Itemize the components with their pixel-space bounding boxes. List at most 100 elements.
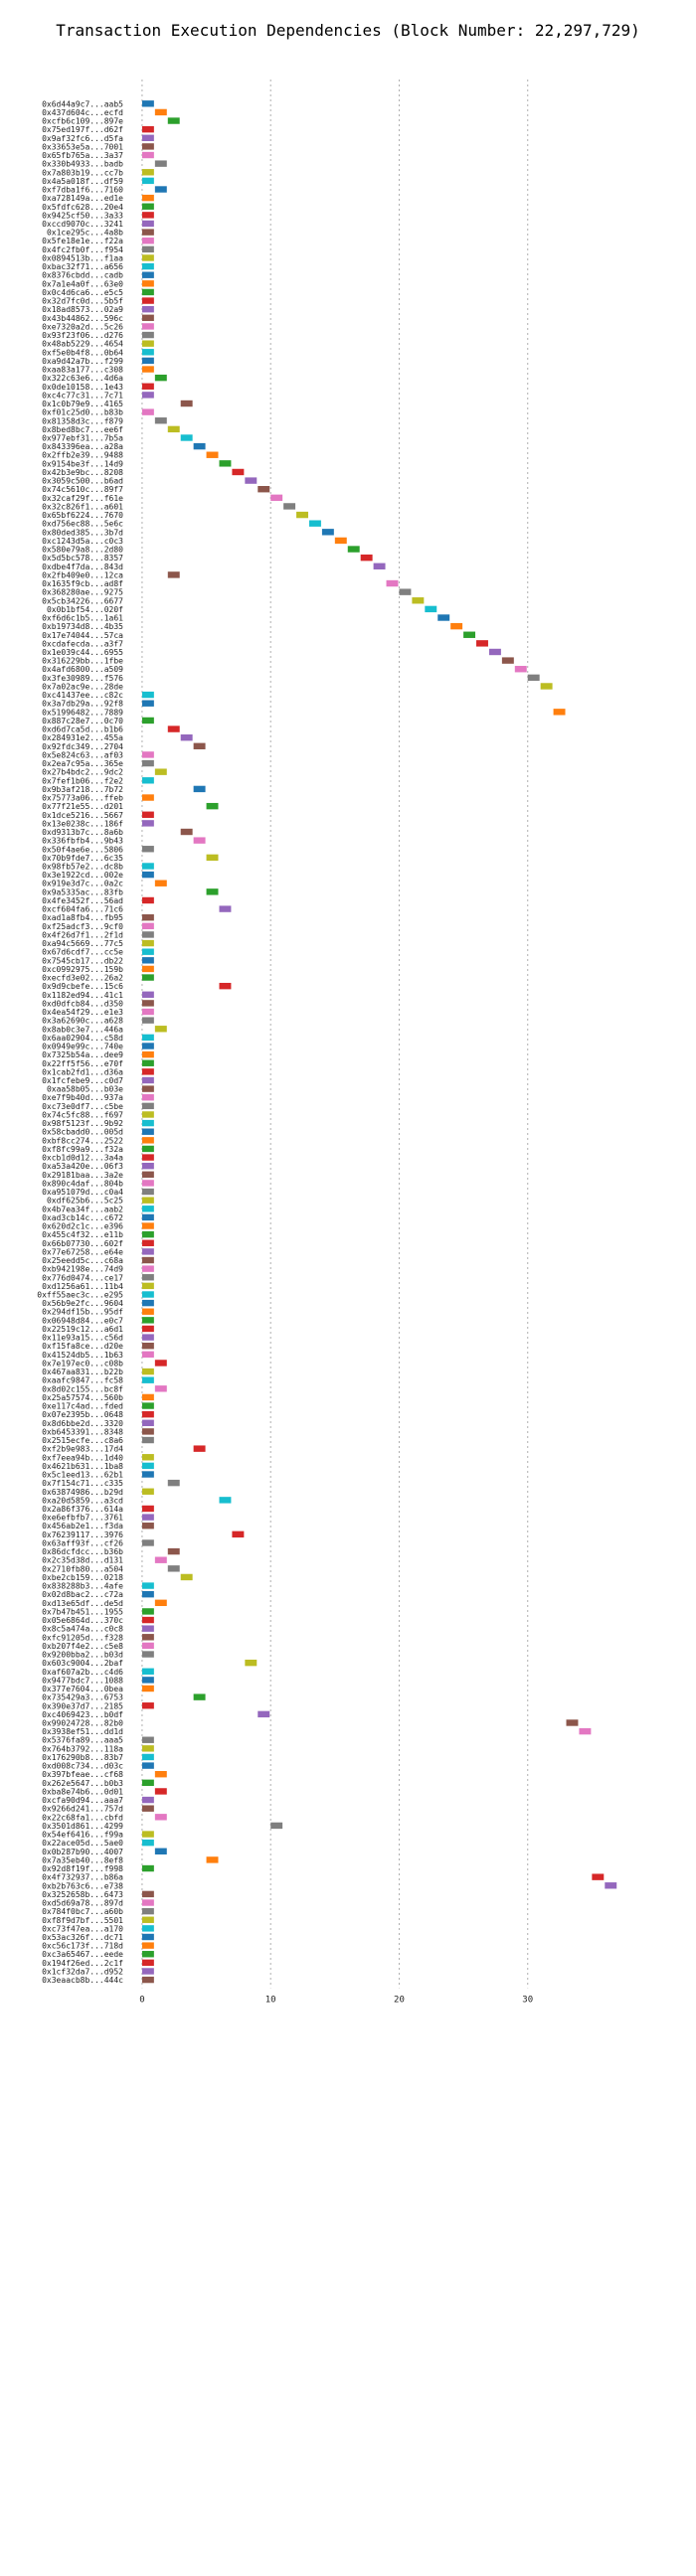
transaction-bar [141, 1762, 154, 1769]
y-tick-label: 0xd6d7ca5d...b1b6 [42, 725, 123, 734]
transaction-bar [232, 468, 245, 476]
y-tick-label: 0x5fdfc628...20e4 [42, 203, 123, 212]
transaction-bar [141, 280, 154, 287]
transaction-bar [141, 1000, 154, 1007]
y-tick-label: 0x4fe3452f...56ad [42, 896, 123, 905]
transaction-bar [141, 212, 154, 219]
y-tick-label: 0x4a5a018f...df59 [42, 177, 123, 186]
transaction-bar [141, 1162, 154, 1170]
y-tick-label: 0x4afd6800...a509 [42, 665, 123, 674]
x-tick-label: 30 [522, 1995, 533, 2005]
transaction-bar [321, 529, 334, 536]
y-tick-label: 0xe117c4ad...fded [42, 1402, 123, 1411]
transaction-bar [270, 1822, 283, 1830]
transaction-bar [141, 1839, 154, 1847]
y-tick-label: 0x27b4bdc2...9dc2 [42, 768, 123, 777]
transaction-bar [141, 1317, 154, 1324]
transaction-bar [141, 1488, 154, 1495]
transaction-bar [141, 1968, 154, 1975]
y-tick-label: 0x764b3792...118a [42, 1744, 123, 1753]
transaction-bar [141, 1890, 154, 1898]
y-tick-label: 0x42b3e9bc...8208 [42, 468, 123, 477]
y-tick-label: 0x7fef1b06...f2e2 [42, 776, 123, 785]
transaction-bar [141, 1334, 154, 1341]
y-tick-label: 0x98fb57e2...dc8b [42, 862, 123, 871]
transaction-bar [141, 331, 154, 339]
y-tick-label: 0x5fe18e1e...f22a [42, 237, 123, 245]
transaction-bar [193, 442, 206, 450]
y-tick-label: 0x0949e99c...740e [42, 1043, 123, 1051]
y-tick-label: 0x735429a3...6753 [42, 1693, 123, 1702]
y-tick-label: 0x1cf32da7...d952 [42, 1967, 123, 1976]
y-tick-label: 0x9a5335ac...83fb [42, 887, 123, 896]
y-tick-label: 0xd0dfcb84...d350 [42, 999, 123, 1008]
y-tick-label: 0x322c63e6...4d6a [42, 374, 123, 383]
transaction-bar [141, 1907, 154, 1915]
transaction-bar [141, 914, 154, 921]
y-tick-label: 0xf25adcf3...9cf0 [42, 922, 123, 931]
y-tick-label: 0x467aa831...b22b [42, 1368, 123, 1376]
transaction-bar [206, 854, 219, 862]
y-tick-label: 0x9af32fc6...d5fa [42, 134, 123, 143]
transaction-bar [141, 991, 154, 998]
y-tick-label: 0xcdafecda...a3f7 [42, 639, 123, 648]
y-tick-label: 0xc41437ee...c82c [42, 691, 123, 700]
transaction-bar [154, 417, 167, 424]
transaction-bar [141, 1248, 154, 1255]
transaction-bar [270, 494, 283, 502]
transaction-bar [167, 425, 180, 433]
y-tick-label: 0x25eedd5c...c68a [42, 1256, 123, 1265]
transaction-bar [245, 477, 258, 484]
y-tick-label: 0x0de10158...1e43 [42, 383, 123, 392]
transaction-bar [141, 349, 154, 356]
y-tick-label: 0xc0992975...159b [42, 965, 123, 974]
transaction-bar [141, 1514, 154, 1521]
transaction-bar [141, 314, 154, 322]
transaction-bar [141, 1402, 154, 1409]
y-tick-label: 0x06948d84...e0c7 [42, 1316, 123, 1325]
transaction-bar [141, 194, 154, 202]
transaction-bar [141, 1308, 154, 1315]
y-tick-label: 0x2c35d38d...d131 [42, 1556, 123, 1565]
transaction-bar [141, 1505, 154, 1513]
y-tick-label: 0x919e3d7c...0a2c [42, 880, 123, 888]
transaction-bar [283, 503, 296, 510]
transaction-bar [334, 537, 347, 545]
y-tick-label: 0x8376cbdd...cadb [42, 271, 123, 280]
x-tick-label: 10 [265, 1995, 276, 2005]
transaction-bar [180, 434, 193, 441]
y-tick-label: 0x7f154c71...c335 [42, 1479, 123, 1488]
transaction-bar [141, 1428, 154, 1435]
transaction-bar [141, 1213, 154, 1221]
y-tick-label: 0x22519c12...a6d1 [42, 1325, 123, 1334]
y-tick-label: 0x8c5a474a...c0c8 [42, 1625, 123, 1634]
y-tick-label: 0x58cbadd0...005d [42, 1128, 123, 1137]
transaction-bar [245, 1659, 258, 1667]
y-tick-label: 0x368280ae...9275 [42, 588, 123, 597]
transaction-bar [141, 777, 154, 784]
y-tick-label: 0xfc91205d...f328 [42, 1633, 123, 1642]
y-tick-label: 0xf15fa8ce...d20e [42, 1342, 123, 1351]
y-tick-label: 0x25a57574...560b [42, 1393, 123, 1402]
transaction-bar [141, 1119, 154, 1127]
transaction-bar [141, 1059, 154, 1066]
transaction-bar [141, 751, 154, 758]
transaction-bar [476, 640, 488, 647]
transaction-bar [141, 305, 154, 313]
transaction-bar [141, 1419, 154, 1426]
transaction-bar [154, 1556, 167, 1563]
y-tick-label: 0xcb1d0d12...3a4a [42, 1154, 123, 1163]
y-tick-label: 0xb207f4e2...c5e8 [42, 1642, 123, 1651]
transaction-bar [347, 546, 360, 553]
y-tick-label: 0xa951079d...c0a4 [42, 1188, 123, 1197]
transaction-bar [141, 1102, 154, 1110]
y-tick-label: 0x1dce5216...5667 [42, 811, 123, 820]
transaction-bar [141, 125, 154, 133]
y-tick-label: 0x66b07730...602f [42, 1239, 123, 1248]
transaction-bar [167, 1565, 180, 1572]
transaction-bar [141, 366, 154, 373]
transaction-bar [154, 1599, 167, 1607]
transaction-bar [141, 1616, 154, 1624]
transaction-bar [579, 1727, 592, 1735]
transaction-bar [141, 922, 154, 930]
